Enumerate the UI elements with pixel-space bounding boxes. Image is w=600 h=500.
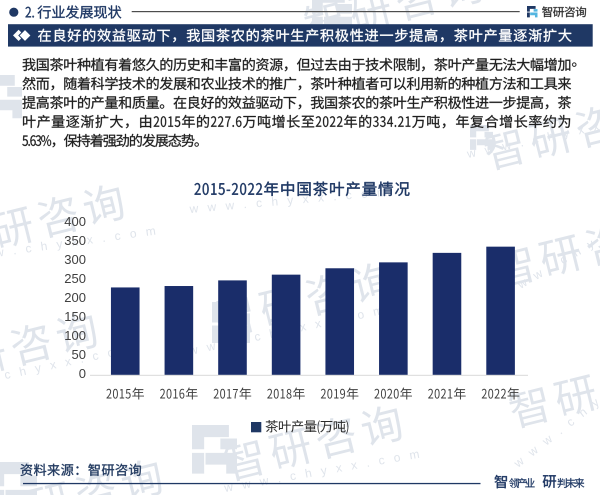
svg-text:350: 350 xyxy=(64,233,86,248)
svg-text:400: 400 xyxy=(64,214,86,229)
svg-text:50: 50 xyxy=(72,347,86,362)
svg-text:0: 0 xyxy=(79,366,86,381)
svg-text:200: 200 xyxy=(64,290,86,305)
svg-text:250: 250 xyxy=(64,271,86,286)
svg-text:300: 300 xyxy=(64,252,86,267)
svg-text:150: 150 xyxy=(64,309,86,324)
svg-text:100: 100 xyxy=(64,328,86,343)
